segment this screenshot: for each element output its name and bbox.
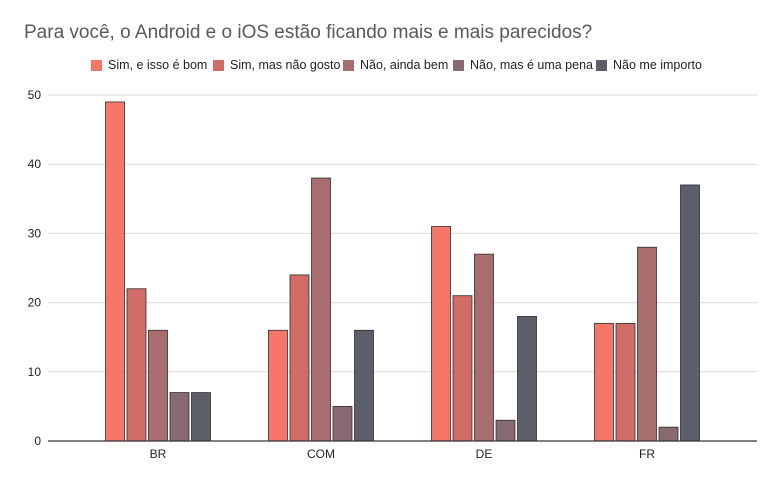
bar bbox=[615, 322, 636, 442]
legend-item: Não me importo bbox=[596, 58, 702, 72]
bar bbox=[105, 101, 125, 442]
bar bbox=[680, 184, 700, 442]
legend-label: Não, mas é uma pena bbox=[470, 58, 593, 72]
bar bbox=[658, 426, 679, 442]
bar bbox=[332, 405, 353, 442]
bar bbox=[289, 274, 310, 442]
bar bbox=[191, 392, 211, 442]
x-tick-label: COM bbox=[307, 447, 335, 461]
x-tick-label: DE bbox=[476, 447, 493, 461]
y-tick-label: 50 bbox=[28, 88, 42, 102]
bar bbox=[126, 288, 147, 442]
y-tick-label: 30 bbox=[28, 226, 42, 240]
bar bbox=[431, 226, 451, 442]
y-tick-label: 0 bbox=[34, 434, 41, 448]
x-tick-label: FR bbox=[639, 447, 655, 461]
bar bbox=[474, 253, 494, 442]
legend-swatch bbox=[343, 59, 354, 71]
bar bbox=[495, 419, 516, 442]
bar bbox=[268, 329, 288, 442]
legend-item: Não, mas é uma pena bbox=[453, 58, 593, 72]
legend-item: Sim, e isso é bom bbox=[91, 58, 207, 72]
legend-swatch bbox=[453, 59, 464, 71]
bar bbox=[452, 295, 473, 442]
legend-label: Não, ainda bem bbox=[360, 58, 449, 72]
chart-title: Para você, o Android e o iOS estão fican… bbox=[24, 22, 593, 43]
bar bbox=[594, 322, 614, 442]
legend-label: Sim, mas não gosto bbox=[230, 58, 341, 72]
legend-label: Não me importo bbox=[613, 58, 702, 72]
legend-item: Não, ainda bem bbox=[343, 58, 448, 72]
bar bbox=[148, 329, 168, 442]
legend-label: Sim, e isso é bom bbox=[108, 58, 208, 72]
y-tick-label: 20 bbox=[28, 296, 42, 310]
legend-swatch bbox=[213, 59, 224, 71]
legend-item: Sim, mas não gosto bbox=[213, 58, 340, 72]
bar bbox=[169, 392, 190, 442]
legend: Sim, e isso é bom Sim, mas não gosto Não, … bbox=[0, 58, 782, 78]
legend-swatch bbox=[91, 59, 102, 71]
x-tick-label: BR bbox=[150, 447, 167, 461]
bar bbox=[637, 246, 657, 442]
bar bbox=[517, 316, 537, 442]
bar bbox=[311, 177, 331, 442]
bar bbox=[354, 329, 374, 442]
y-tick-label: 40 bbox=[28, 157, 42, 171]
y-tick-label: 10 bbox=[28, 365, 42, 379]
legend-swatch bbox=[596, 59, 607, 71]
